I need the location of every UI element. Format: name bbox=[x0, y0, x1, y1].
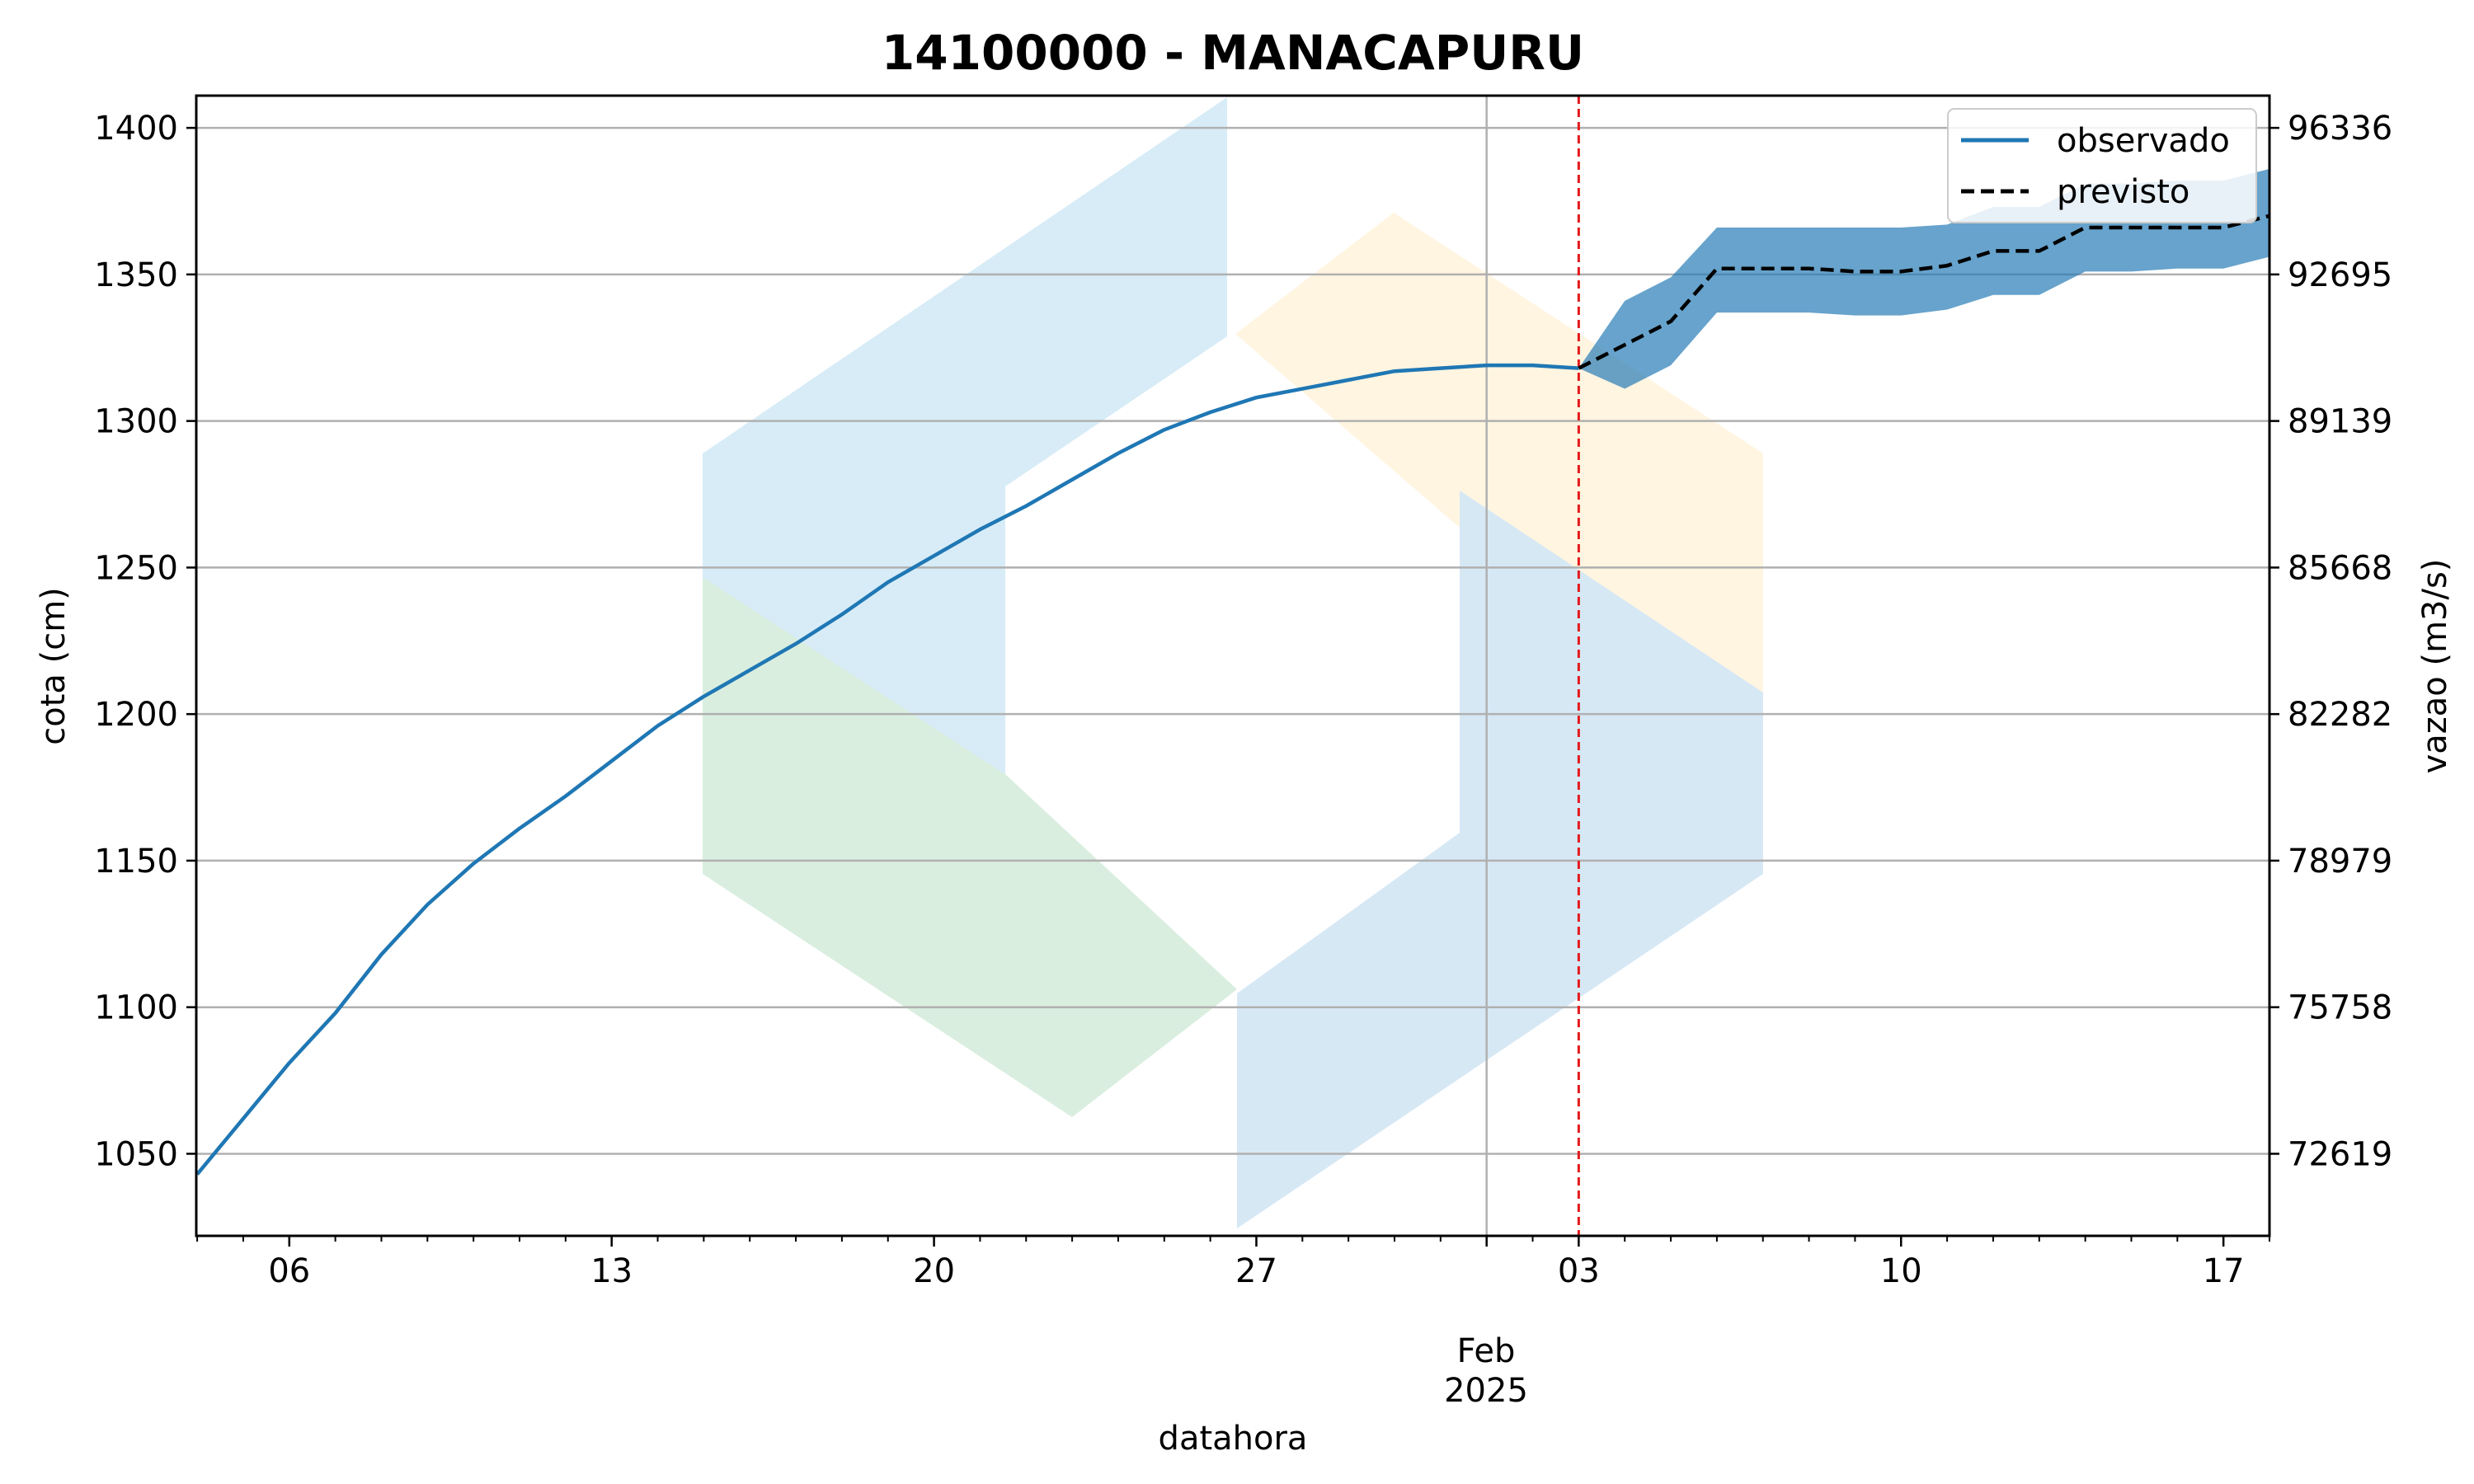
right-tick-label-92695: 92695 bbox=[2288, 256, 2392, 294]
left-tick-label-1300: 1300 bbox=[94, 403, 178, 441]
left-tick-label-1100: 1100 bbox=[94, 989, 178, 1027]
x-axis: 06 13 20 27 03 10 17 bbox=[196, 1236, 2270, 1290]
x-tick-label-10: 10 bbox=[1880, 1252, 1922, 1290]
left-y-axis: 1050 1100 1150 1200 1250 1300 1350 1400 bbox=[94, 110, 196, 1173]
right-y-axis: 72619 75758 78979 82282 85668 89139 92695 96336 bbox=[2269, 110, 2392, 1173]
legend: observado previsto bbox=[1947, 108, 2257, 223]
x-axis-year-label: 2025 bbox=[1444, 1372, 1528, 1410]
forecast-band-layer bbox=[1578, 168, 2269, 389]
x-tick-label-03: 03 bbox=[1558, 1252, 1600, 1290]
x-tick-label-27: 27 bbox=[1235, 1252, 1277, 1290]
x-axis-month-label: Feb bbox=[1457, 1332, 1516, 1370]
forecast-uncertainty-band bbox=[1578, 168, 2269, 389]
chart-title: 14100000 - MANACAPURU bbox=[882, 25, 1584, 81]
right-tick-label-72619: 72619 bbox=[2288, 1135, 2392, 1173]
series-line-observado bbox=[195, 363, 1579, 1176]
left-tick-label-1050: 1050 bbox=[94, 1135, 178, 1173]
series-line-previsto bbox=[1578, 214, 2270, 370]
x-axis-label: datahora bbox=[1159, 1420, 1308, 1458]
legend-label-previsto: previsto bbox=[2057, 173, 2189, 211]
right-tick-label-78979: 78979 bbox=[2288, 843, 2392, 881]
left-tick-label-1350: 1350 bbox=[94, 256, 178, 294]
plot-frame bbox=[195, 94, 2271, 1237]
watermark-logo bbox=[703, 97, 1763, 1228]
right-tick-label-89139: 89139 bbox=[2288, 403, 2392, 441]
right-tick-label-82282: 82282 bbox=[2288, 696, 2392, 734]
series-layer bbox=[195, 214, 2270, 1176]
left-y-axis-label: cota (cm) bbox=[35, 587, 73, 745]
right-tick-label-85668: 85668 bbox=[2288, 549, 2392, 587]
x-tick-label-20: 20 bbox=[913, 1252, 955, 1290]
x-tick-label-17: 17 bbox=[2203, 1252, 2245, 1290]
x-tick-label-06: 06 bbox=[268, 1252, 310, 1290]
right-y-axis-label: vazao (m3/s) bbox=[2416, 559, 2454, 774]
gridlines bbox=[196, 96, 2269, 1236]
legend-box bbox=[1947, 108, 2257, 223]
x-tick-label-13: 13 bbox=[590, 1252, 633, 1290]
left-tick-label-1150: 1150 bbox=[94, 843, 178, 881]
legend-label-observado: observado bbox=[2057, 122, 2230, 160]
left-tick-label-1200: 1200 bbox=[94, 696, 178, 734]
left-tick-label-1400: 1400 bbox=[94, 110, 178, 148]
right-tick-label-96336: 96336 bbox=[2288, 110, 2392, 148]
left-tick-label-1250: 1250 bbox=[94, 549, 178, 587]
right-tick-label-75758: 75758 bbox=[2288, 989, 2392, 1027]
